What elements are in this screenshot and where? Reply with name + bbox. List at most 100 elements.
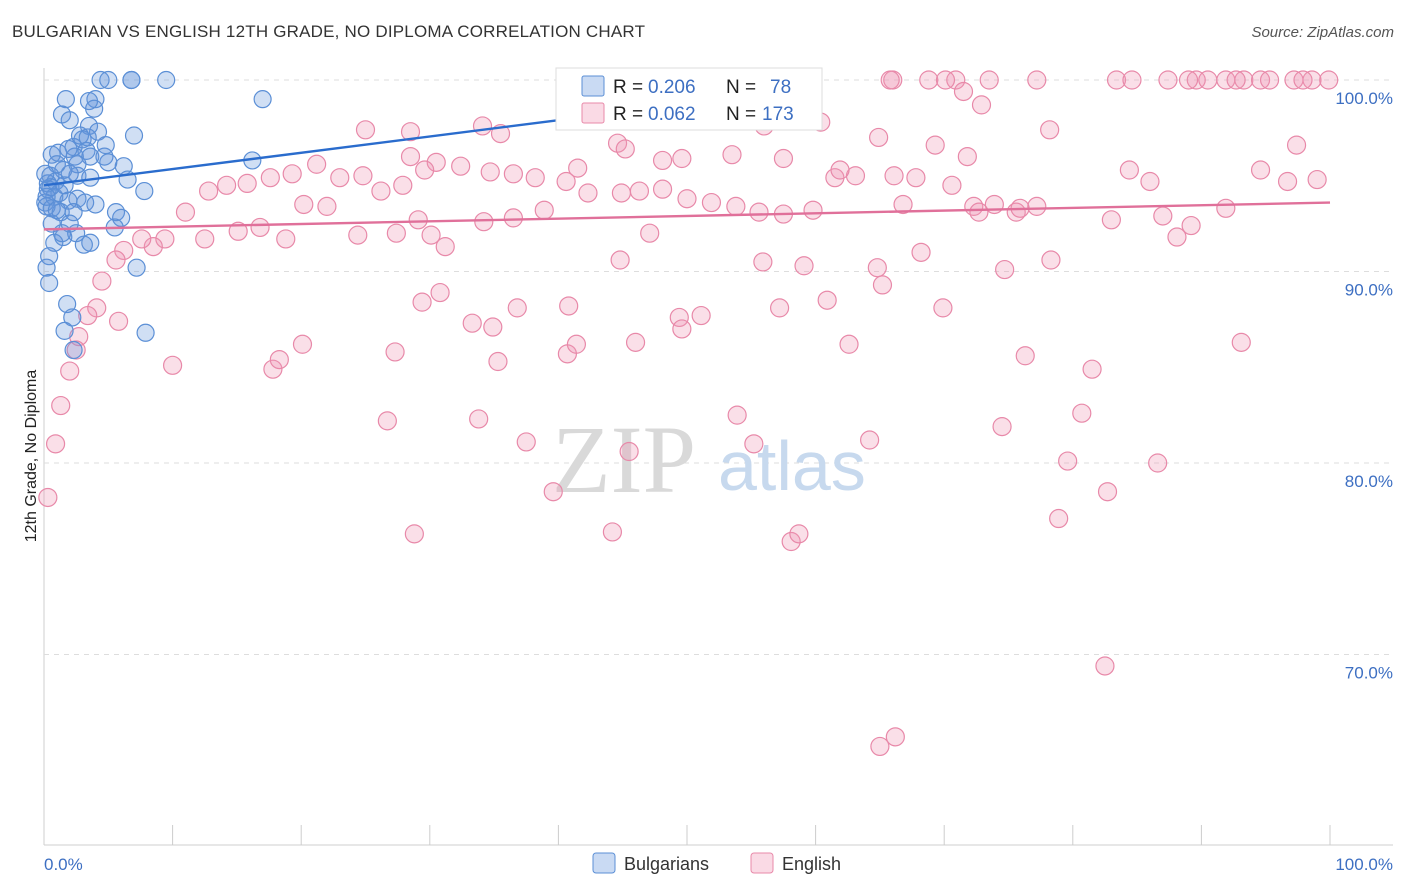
english-point bbox=[872, 275, 893, 295]
english-point bbox=[727, 405, 747, 425]
legend-n-label-bulgarians: N = bbox=[726, 77, 756, 98]
english-point bbox=[672, 148, 692, 169]
english-point bbox=[867, 258, 887, 278]
bulgarian-point bbox=[47, 201, 66, 220]
series-legend-label-bulgarians: Bulgarians bbox=[624, 854, 709, 874]
english-point bbox=[377, 411, 397, 431]
english-point bbox=[474, 212, 494, 232]
english-point bbox=[566, 334, 587, 354]
source-label: Source: ZipAtlas.com bbox=[1251, 24, 1394, 41]
english-point bbox=[175, 202, 196, 222]
english-point bbox=[1250, 160, 1271, 180]
english-point bbox=[1216, 198, 1236, 218]
series-legend-swatch-bulgarians bbox=[592, 852, 616, 874]
bulgarian-point bbox=[63, 308, 82, 327]
english-point bbox=[45, 434, 66, 454]
english-point bbox=[893, 194, 913, 215]
english-point bbox=[839, 334, 859, 354]
english-point bbox=[625, 332, 646, 352]
legend-r-value-english: 0.062 bbox=[648, 104, 696, 125]
english-point bbox=[1140, 171, 1160, 192]
english-point bbox=[199, 181, 219, 201]
english-point bbox=[1041, 250, 1061, 270]
english-point bbox=[415, 160, 435, 180]
english-point bbox=[355, 120, 376, 140]
english-point bbox=[781, 531, 801, 552]
bulgarian-point bbox=[37, 187, 56, 206]
english-point bbox=[1006, 202, 1026, 222]
english-point bbox=[925, 135, 945, 155]
english-point bbox=[971, 95, 992, 115]
english-point bbox=[946, 70, 966, 90]
bulgarian-point bbox=[64, 340, 83, 360]
english-point bbox=[507, 298, 527, 318]
stats-legend-frame bbox=[555, 67, 823, 131]
legend-r-label-english: R = bbox=[613, 104, 643, 125]
bulgarian-point bbox=[88, 122, 108, 141]
y-tick-label: 80.0% bbox=[1345, 472, 1393, 491]
english-point bbox=[701, 192, 722, 213]
watermark: ZIP atlas bbox=[552, 406, 866, 513]
english-point bbox=[817, 290, 837, 310]
english-point bbox=[430, 282, 450, 303]
grid-lines bbox=[43, 68, 1393, 846]
english-point bbox=[114, 240, 134, 261]
x-tick-max: 100.0% bbox=[1335, 855, 1393, 874]
english-point bbox=[330, 168, 350, 188]
series-legend-label-english: English bbox=[782, 854, 841, 874]
english-point bbox=[404, 524, 424, 544]
english-point bbox=[995, 259, 1015, 280]
english-point bbox=[753, 252, 773, 272]
bulgarian-point bbox=[40, 273, 59, 293]
english-point bbox=[143, 237, 163, 257]
english-point bbox=[568, 158, 588, 178]
series-legend: Bulgarians English bbox=[592, 852, 841, 874]
y-axis-ticks: 100.0% 90.0% 80.0% 70.0% bbox=[1335, 89, 1393, 683]
english-point bbox=[652, 179, 673, 199]
bulgarian-point bbox=[40, 247, 59, 266]
english-point bbox=[619, 441, 639, 462]
bulgarian-point bbox=[96, 136, 115, 155]
english-point bbox=[969, 202, 989, 222]
english-point bbox=[472, 116, 493, 136]
english-point bbox=[38, 487, 58, 508]
english-point bbox=[1231, 332, 1251, 352]
english-point bbox=[1158, 70, 1178, 90]
english-point bbox=[78, 305, 98, 326]
english-point bbox=[488, 351, 508, 372]
y-tick-label: 70.0% bbox=[1345, 664, 1393, 683]
english-point bbox=[534, 200, 554, 220]
english-point bbox=[480, 162, 500, 182]
english-point bbox=[317, 196, 337, 216]
english-point bbox=[1277, 171, 1298, 192]
legend-n-value-bulgarians: 78 bbox=[770, 77, 791, 98]
bulgarian-point bbox=[112, 208, 131, 227]
english-point bbox=[602, 522, 623, 542]
english-trend-line bbox=[43, 201, 1331, 231]
y-tick-label: 100.0% bbox=[1335, 89, 1393, 108]
english-point bbox=[1106, 70, 1127, 90]
bulgarian-point bbox=[60, 111, 79, 130]
bulgarian-point bbox=[36, 164, 55, 183]
english-point bbox=[607, 133, 628, 153]
english-point bbox=[462, 313, 482, 333]
bulgarian-point bbox=[60, 164, 79, 183]
watermark-atlas: atlas bbox=[718, 427, 866, 505]
english-point bbox=[1049, 508, 1069, 529]
english-point bbox=[1027, 196, 1047, 216]
english-point bbox=[371, 181, 391, 201]
english-point bbox=[906, 168, 926, 188]
trend-lines bbox=[43, 80, 1331, 231]
english-point bbox=[195, 229, 215, 249]
english-point bbox=[1293, 70, 1313, 90]
bulgarian-point bbox=[127, 258, 146, 277]
bulgarian-point bbox=[106, 203, 126, 222]
legend-swatch-english bbox=[581, 102, 605, 124]
english-point bbox=[953, 81, 974, 102]
english-point bbox=[880, 70, 900, 90]
english-point bbox=[722, 145, 742, 165]
english-point bbox=[640, 223, 660, 243]
english-point bbox=[250, 217, 270, 238]
bulgarian-point bbox=[91, 70, 110, 90]
